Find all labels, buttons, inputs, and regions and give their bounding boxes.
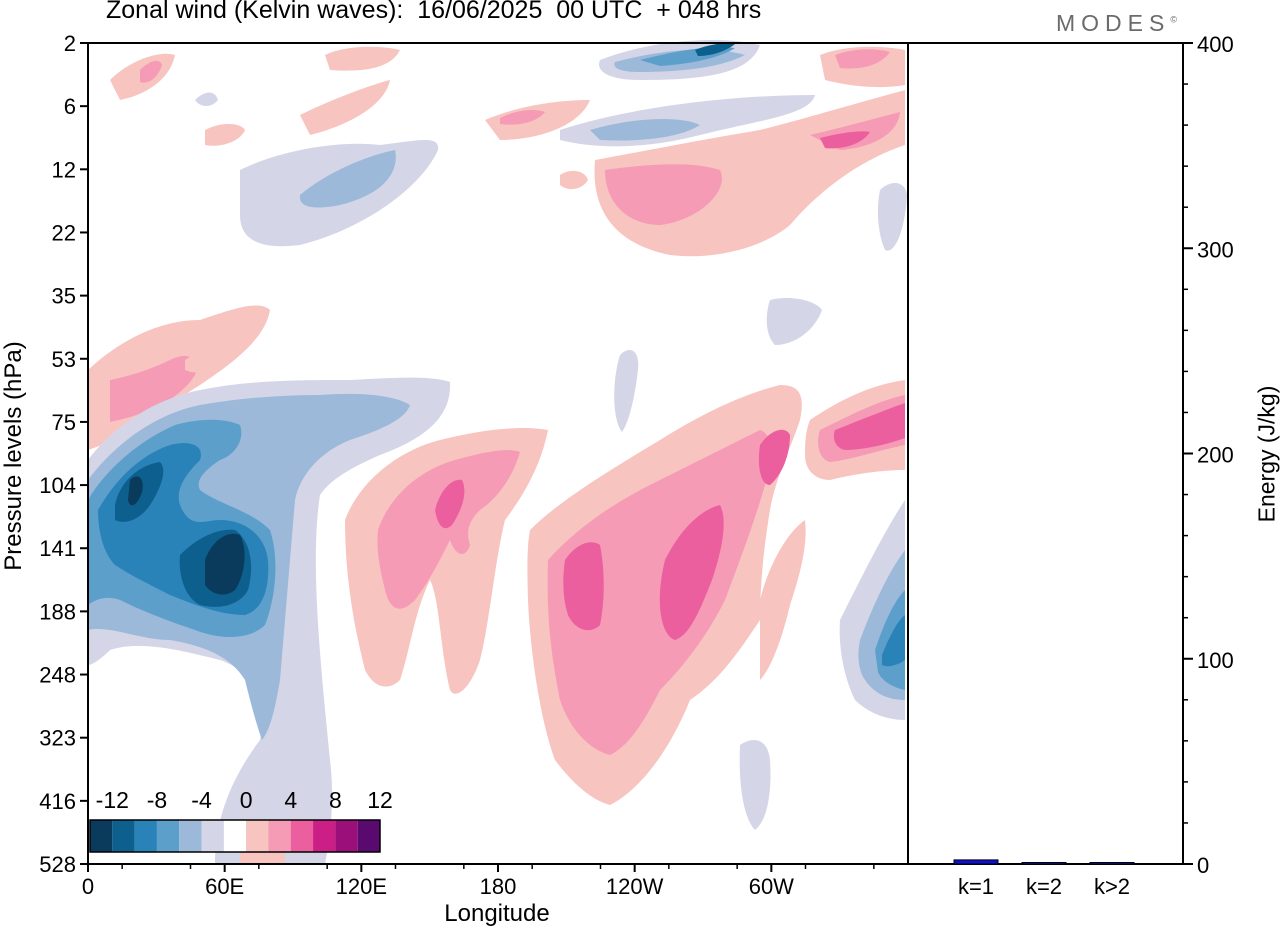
energy-bar-k>2 <box>1089 862 1135 865</box>
contour-neg6-35 <box>205 533 245 595</box>
energy-bar-k=2 <box>1021 862 1067 865</box>
y-tick-label-188: 188 <box>39 599 76 624</box>
contour-pos3-52 <box>833 403 905 450</box>
energy-category-label-k>2: k>2 <box>1094 874 1130 899</box>
energy-tick-label-100: 100 <box>1197 648 1234 673</box>
logo-mark: © <box>1170 14 1177 25</box>
colorbar: -12 -8 -4 0 4 8 12 <box>89 787 393 853</box>
colorbar-swatch-3 <box>156 820 180 852</box>
colorbar-label-12: 12 <box>367 787 393 813</box>
y-tick-label-141: 141 <box>39 536 76 561</box>
contour-pos1-53 <box>760 520 806 680</box>
contour-neg1-10 <box>614 350 639 432</box>
colorbar-swatch-5 <box>201 820 224 852</box>
contour-neg4-40 <box>882 615 905 667</box>
contour-pos3-44 <box>435 479 465 529</box>
colorbar-label-4: 4 <box>284 787 297 813</box>
contour-pos2-21 <box>605 164 722 225</box>
x-tick-label-0: 0 <box>82 874 94 899</box>
colorbar-swatch-12 <box>357 820 380 852</box>
colorbar-swatch-0 <box>90 820 113 852</box>
y-tick-label-75: 75 <box>52 410 76 435</box>
energy-frame <box>907 42 1184 865</box>
contour-pos3-47 <box>563 542 604 631</box>
colorbar-swatch-6 <box>223 820 247 852</box>
x-tick-label-60W: 60W <box>749 874 794 899</box>
y-axis-label: Pressure levels (hPa) <box>0 341 27 571</box>
contour-neg2-1 <box>299 150 396 208</box>
contour-pos1-18 <box>485 100 590 140</box>
colorbar-swatch-7 <box>246 820 269 852</box>
contour-field <box>88 40 907 864</box>
energy-category-label-k=2: k=2 <box>1026 874 1062 899</box>
y-tick-label-416: 416 <box>39 789 76 814</box>
x-axis-label: Longitude <box>444 900 550 927</box>
colorbar-label--8: -8 <box>147 787 167 813</box>
contour-neg1-9 <box>766 298 822 345</box>
colorbar-swatch-8 <box>268 820 291 852</box>
colorbar-label-8: 8 <box>329 787 342 813</box>
x-tick-label-120E: 120E <box>336 874 387 899</box>
colorbar-swatch-4 <box>179 820 202 852</box>
y-tick-label-323: 323 <box>39 726 76 751</box>
x-tick-label-60E: 60E <box>205 874 244 899</box>
y-tick-label-53: 53 <box>52 347 76 372</box>
modes-logo: MODES© <box>1056 10 1177 37</box>
colorbar-swatch-2 <box>134 820 157 852</box>
colorbar-swatch-9 <box>290 820 314 852</box>
contour-pos2-19 <box>500 110 545 125</box>
contour-pos3-23 <box>820 131 870 149</box>
colorbar-swatch-11 <box>335 820 358 852</box>
chart-title: Zonal wind (Kelvin waves): 16/06/2025 00… <box>106 0 762 24</box>
contour-pos1-14 <box>325 46 400 71</box>
contour-neg1-8 <box>195 92 218 106</box>
energy-category-label-k=1: k=1 <box>958 874 994 899</box>
y-tick-label-6: 6 <box>64 94 76 119</box>
contour-pos1-55 <box>185 353 218 373</box>
colorbar-label--4: -4 <box>191 787 212 813</box>
contour-pos1-24 <box>560 170 588 190</box>
y-tick-label-104: 104 <box>39 473 76 498</box>
colorbar-label-0: 0 <box>240 787 253 813</box>
y-tick-label-12: 12 <box>52 157 76 182</box>
contour-neg5-5 <box>695 43 735 56</box>
y-tick-label-528: 528 <box>39 852 76 877</box>
colorbar-border <box>89 819 381 853</box>
contour-pos1-25 <box>205 124 245 146</box>
contour-pos2-13 <box>140 60 162 83</box>
energy-tick-label-0: 0 <box>1197 853 1209 878</box>
energy-bar-k=1 <box>953 859 999 865</box>
y-tick-label-35: 35 <box>52 284 76 309</box>
energy-tick-label-300: 300 <box>1197 237 1234 262</box>
energy-bars: k=1 k=2 k>2 <box>953 859 1135 899</box>
contour-pos2-43 <box>377 450 520 609</box>
colorbar-swatch-1 <box>112 820 135 852</box>
contour-neg1-11 <box>877 183 907 251</box>
x-tick-label-180: 180 <box>480 874 517 899</box>
contour-pos2-27 <box>88 355 197 425</box>
y-tick-label-2: 2 <box>64 31 76 56</box>
y-tick-label-22: 22 <box>52 220 76 245</box>
contour-pos3-49 <box>758 429 790 485</box>
energy-tick-label-400: 400 <box>1197 32 1234 57</box>
contour-neg2-7 <box>590 118 700 141</box>
contour-pos1-28 <box>88 380 110 440</box>
contour-pos3-48 <box>659 505 724 640</box>
y-tick-label-248: 248 <box>39 663 76 688</box>
x-tick-label-120W: 120W <box>606 874 664 899</box>
contour-neg1-41 <box>739 740 771 830</box>
colorbar-label--12: -12 <box>96 787 129 813</box>
colorbar-swatch-10 <box>313 820 336 852</box>
energy-axis-label: Energy (J/kg) <box>1253 385 1280 523</box>
contour-pos2-17 <box>835 49 890 69</box>
contour-neg6-36 <box>128 476 143 506</box>
contour-pos1-15 <box>300 80 390 135</box>
logo-text: MODES <box>1056 10 1171 36</box>
energy-tick-label-200: 200 <box>1197 443 1234 468</box>
